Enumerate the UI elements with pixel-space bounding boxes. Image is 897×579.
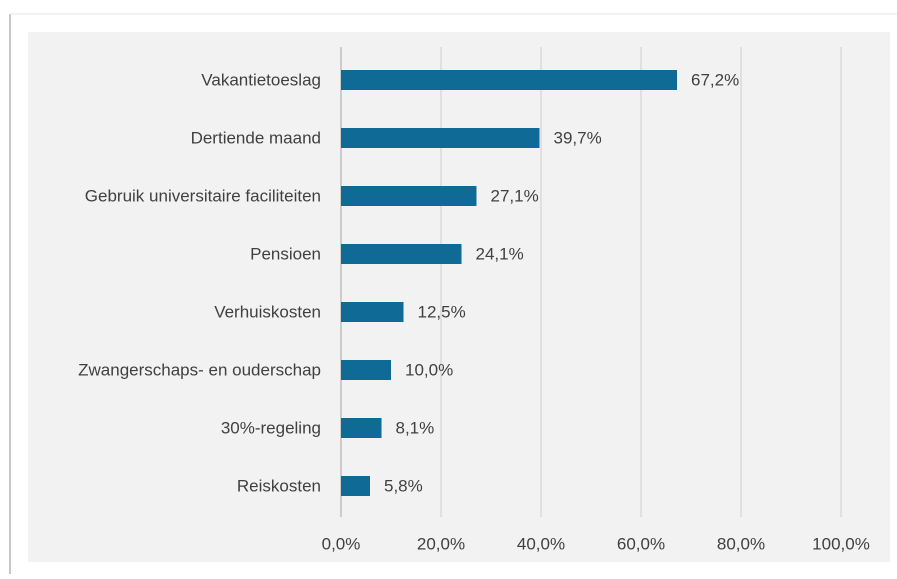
bar bbox=[341, 476, 370, 496]
data-label: 24,1% bbox=[476, 244, 524, 263]
bar bbox=[341, 70, 677, 90]
data-label: 27,1% bbox=[491, 186, 539, 205]
y-tick-label: Pensioen bbox=[250, 244, 321, 263]
y-tick-label: Zwangerschaps- en ouderschap bbox=[78, 360, 321, 379]
y-tick-label: Reiskosten bbox=[237, 476, 321, 495]
data-label: 5,8% bbox=[384, 476, 423, 495]
data-label: 67,2% bbox=[691, 70, 739, 89]
bar bbox=[341, 360, 391, 380]
bar bbox=[341, 186, 477, 206]
data-label: 10,0% bbox=[405, 360, 453, 379]
y-tick-label: 30%-regeling bbox=[221, 418, 321, 437]
x-tick-label: 60,0% bbox=[617, 534, 665, 553]
data-label: 39,7% bbox=[554, 128, 602, 147]
y-tick-label: Vakantietoeslag bbox=[201, 70, 321, 89]
chart-area bbox=[28, 32, 890, 562]
bar bbox=[341, 244, 462, 264]
x-tick-label: 100,0% bbox=[812, 534, 870, 553]
y-tick-label: Dertiende maand bbox=[191, 128, 321, 147]
x-tick-label: 80,0% bbox=[717, 534, 765, 553]
data-label: 8,1% bbox=[396, 418, 435, 437]
bar bbox=[341, 302, 404, 322]
bar bbox=[341, 128, 540, 148]
x-tick-label: 20,0% bbox=[417, 534, 465, 553]
bar bbox=[341, 418, 382, 438]
x-tick-label: 0,0% bbox=[322, 534, 361, 553]
x-tick-label: 40,0% bbox=[517, 534, 565, 553]
y-tick-label: Verhuiskosten bbox=[214, 302, 321, 321]
y-tick-label: Gebruik universitaire faciliteiten bbox=[85, 186, 321, 205]
data-label: 12,5% bbox=[418, 302, 466, 321]
